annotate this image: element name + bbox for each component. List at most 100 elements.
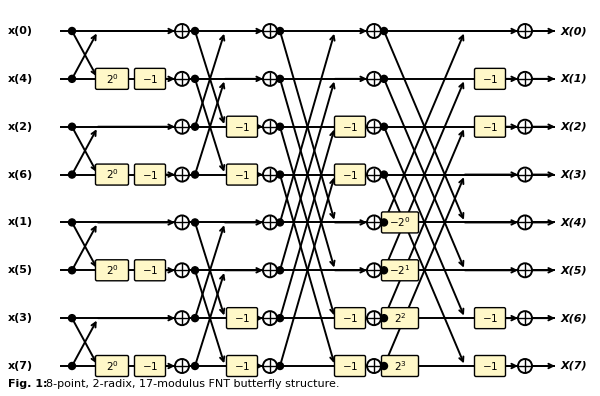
- Circle shape: [191, 123, 199, 130]
- Text: $2^0$: $2^0$: [106, 263, 118, 277]
- Circle shape: [518, 359, 532, 373]
- Circle shape: [191, 75, 199, 82]
- Text: $-1$: $-1$: [482, 73, 498, 85]
- Circle shape: [68, 267, 76, 274]
- Circle shape: [277, 75, 283, 82]
- Circle shape: [263, 311, 277, 325]
- Text: x(6): x(6): [8, 169, 33, 179]
- Text: $-2^0$: $-2^0$: [389, 215, 411, 229]
- Circle shape: [175, 311, 189, 325]
- Circle shape: [263, 215, 277, 229]
- Text: x(5): x(5): [8, 265, 33, 275]
- Circle shape: [380, 267, 388, 274]
- FancyBboxPatch shape: [335, 308, 365, 329]
- FancyBboxPatch shape: [382, 212, 418, 233]
- FancyBboxPatch shape: [335, 116, 365, 137]
- Text: $-1$: $-1$: [234, 312, 250, 324]
- Text: x(3): x(3): [8, 313, 33, 323]
- Circle shape: [277, 315, 283, 322]
- FancyBboxPatch shape: [475, 308, 505, 329]
- Text: $-1$: $-1$: [142, 169, 158, 181]
- FancyBboxPatch shape: [134, 69, 166, 89]
- Text: $-1$: $-1$: [234, 121, 250, 133]
- FancyBboxPatch shape: [227, 356, 257, 377]
- Circle shape: [191, 315, 199, 322]
- Text: $-1$: $-1$: [234, 360, 250, 372]
- Circle shape: [367, 359, 381, 373]
- Circle shape: [518, 168, 532, 182]
- FancyBboxPatch shape: [475, 69, 505, 89]
- Circle shape: [277, 27, 283, 34]
- Text: $2^3$: $2^3$: [394, 359, 406, 373]
- Circle shape: [175, 215, 189, 229]
- FancyBboxPatch shape: [227, 164, 257, 185]
- Text: $-1$: $-1$: [234, 169, 250, 181]
- Circle shape: [68, 219, 76, 226]
- Text: X(4): X(4): [561, 217, 587, 227]
- FancyBboxPatch shape: [134, 356, 166, 377]
- Circle shape: [263, 72, 277, 86]
- Text: x(4): x(4): [8, 74, 33, 84]
- Text: X(0): X(0): [561, 26, 587, 36]
- FancyBboxPatch shape: [95, 164, 128, 185]
- FancyBboxPatch shape: [227, 116, 257, 137]
- Circle shape: [191, 171, 199, 178]
- Circle shape: [263, 359, 277, 373]
- Text: Fig. 1:: Fig. 1:: [8, 379, 47, 389]
- Circle shape: [380, 75, 388, 82]
- FancyBboxPatch shape: [95, 69, 128, 89]
- Text: $-2^1$: $-2^1$: [389, 263, 410, 277]
- Text: X(1): X(1): [561, 74, 587, 84]
- Text: $-1$: $-1$: [342, 360, 358, 372]
- Circle shape: [68, 27, 76, 34]
- Circle shape: [367, 24, 381, 38]
- Text: $-1$: $-1$: [482, 360, 498, 372]
- FancyBboxPatch shape: [382, 356, 418, 377]
- Circle shape: [191, 27, 199, 34]
- Circle shape: [380, 27, 388, 34]
- Text: $-1$: $-1$: [142, 73, 158, 85]
- Circle shape: [175, 168, 189, 182]
- Circle shape: [518, 72, 532, 86]
- Circle shape: [263, 120, 277, 134]
- Circle shape: [191, 362, 199, 369]
- Text: $-1$: $-1$: [342, 121, 358, 133]
- Circle shape: [367, 311, 381, 325]
- Text: $-1$: $-1$: [342, 169, 358, 181]
- Circle shape: [367, 168, 381, 182]
- Text: x(0): x(0): [8, 26, 33, 36]
- Text: 8-point, 2-radix, 17-modulus FNT butterfly structure.: 8-point, 2-radix, 17-modulus FNT butterf…: [46, 379, 340, 389]
- Text: X(7): X(7): [561, 361, 587, 371]
- Text: X(2): X(2): [561, 122, 587, 132]
- Circle shape: [367, 215, 381, 229]
- Circle shape: [380, 315, 388, 322]
- Text: $-1$: $-1$: [482, 312, 498, 324]
- Circle shape: [68, 315, 76, 322]
- Circle shape: [518, 24, 532, 38]
- Circle shape: [175, 72, 189, 86]
- FancyBboxPatch shape: [335, 356, 365, 377]
- Circle shape: [263, 24, 277, 38]
- Text: x(7): x(7): [8, 361, 33, 371]
- Circle shape: [68, 171, 76, 178]
- Circle shape: [175, 263, 189, 277]
- FancyBboxPatch shape: [335, 164, 365, 185]
- Circle shape: [68, 123, 76, 130]
- FancyBboxPatch shape: [134, 164, 166, 185]
- Circle shape: [68, 362, 76, 369]
- Text: $2^0$: $2^0$: [106, 72, 118, 86]
- Circle shape: [277, 219, 283, 226]
- Text: $-1$: $-1$: [342, 312, 358, 324]
- Text: x(1): x(1): [8, 217, 33, 227]
- FancyBboxPatch shape: [475, 116, 505, 137]
- Circle shape: [277, 123, 283, 130]
- Text: X(3): X(3): [561, 169, 587, 179]
- Circle shape: [277, 362, 283, 369]
- Circle shape: [277, 171, 283, 178]
- Text: x(2): x(2): [8, 122, 33, 132]
- FancyBboxPatch shape: [95, 260, 128, 281]
- Text: $-1$: $-1$: [482, 121, 498, 133]
- Circle shape: [175, 359, 189, 373]
- Text: $2^0$: $2^0$: [106, 168, 118, 181]
- Circle shape: [277, 267, 283, 274]
